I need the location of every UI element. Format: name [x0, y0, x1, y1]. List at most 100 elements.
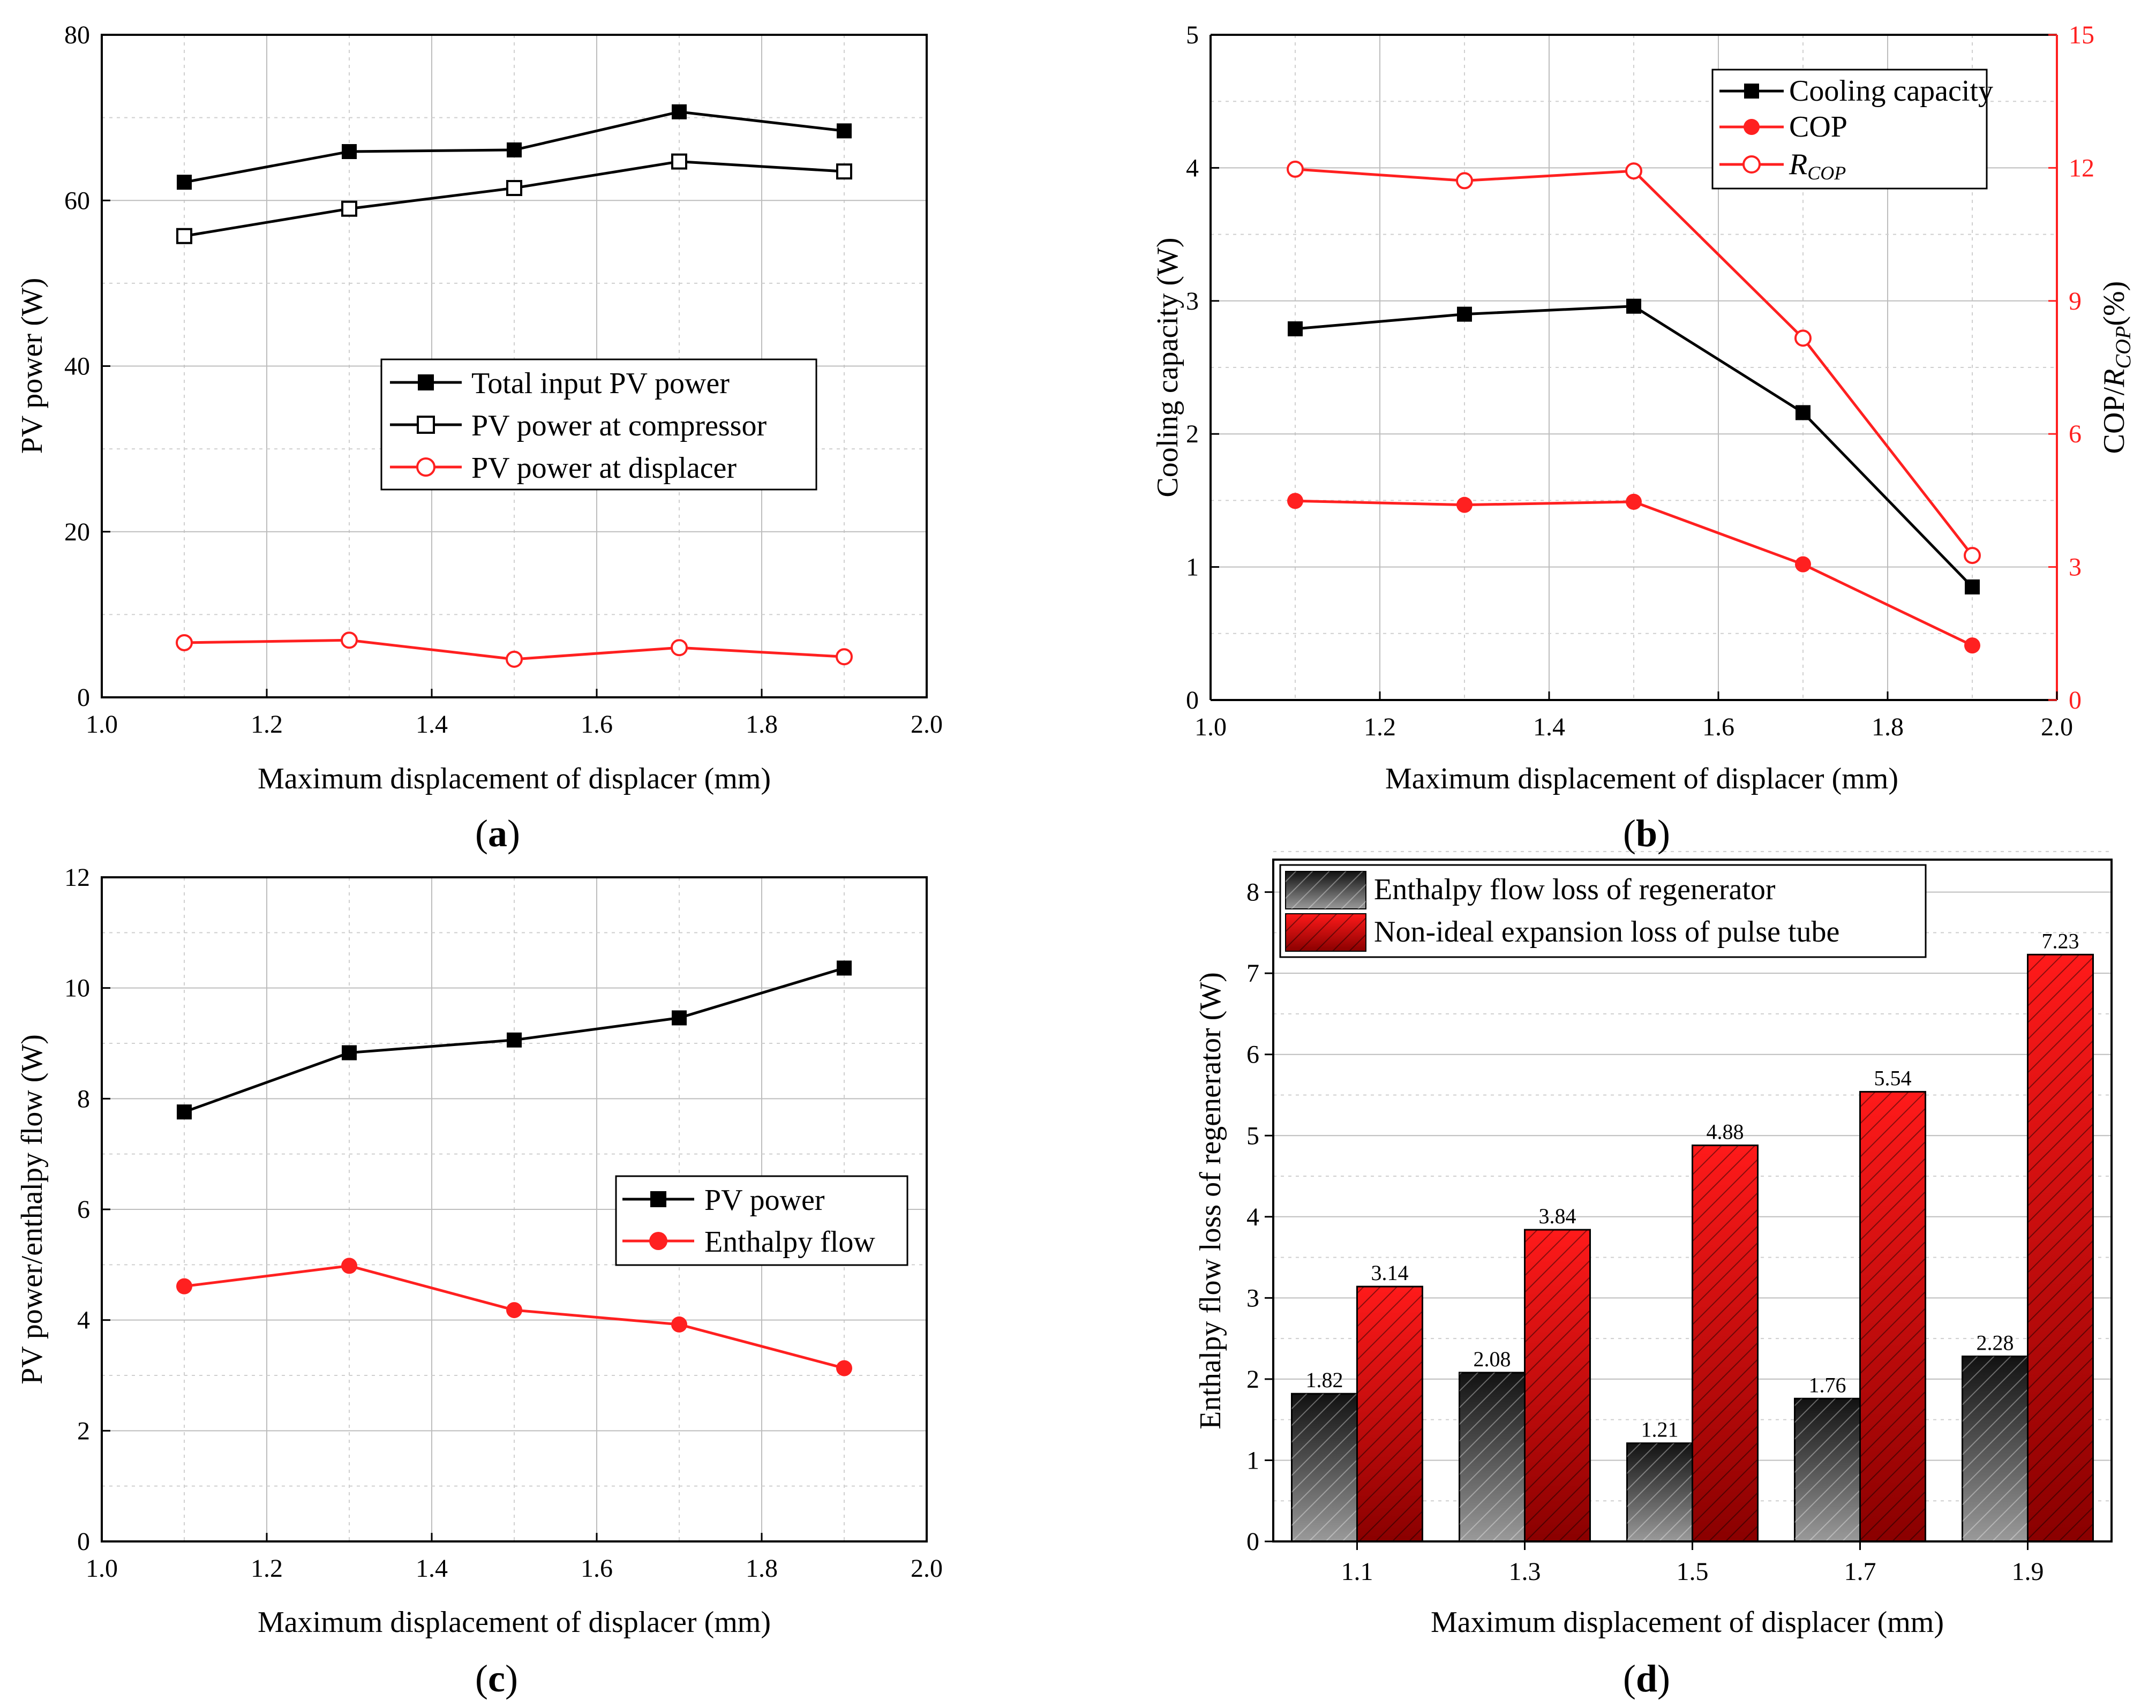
data-point-cop — [1626, 493, 1642, 510]
bars-d: 1.82 3.14 2.08 3.84 1.21 4.88 1.76 5.54 2.28 7.23 — [1291, 929, 2094, 1543]
y2-tick-label-b: 6 — [2069, 420, 2082, 448]
y-tick-label-d: 3 — [1246, 1284, 1259, 1312]
x-tick-label-c: 2.0 — [911, 1554, 943, 1583]
legend-marker-pv — [650, 1191, 666, 1207]
x-tick-label-c: 1.8 — [746, 1554, 778, 1583]
legend-text-pulse: Non-ideal expansion loss of pulse tube — [1374, 915, 1839, 949]
panel-label-c: (c) — [475, 1657, 518, 1700]
data-point-pv-power-at-displacer — [176, 634, 193, 651]
data-point-pv-power — [672, 1010, 687, 1026]
data-point-cop — [1964, 637, 1980, 654]
data-point-enthalpy-flow — [671, 1316, 687, 1333]
data-point-cooling-capacity — [1288, 321, 1303, 336]
legend-marker-cooling — [1744, 84, 1759, 99]
y2-tick-label-b: 3 — [2069, 553, 2082, 582]
bar-hatch-pulse — [2027, 954, 2093, 1541]
panel-label-d: (d) — [1623, 1657, 1670, 1700]
legend-marker-cop — [1744, 119, 1760, 135]
legend-d: Enthalpy flow loss of regenerator Non-id… — [1279, 864, 1927, 958]
x-tick-label-a: 1.8 — [746, 710, 778, 739]
bar-hatch-regen — [1627, 1443, 1693, 1541]
legend-hatch-pulse — [1286, 914, 1366, 951]
data-point-pv-power — [342, 1045, 357, 1060]
y2-axis-label-b: COP/RCOP(%) — [2098, 281, 2135, 454]
bar-hatch-regen — [1459, 1372, 1525, 1541]
data-point-pv-power-at-displacer — [506, 650, 523, 668]
data-point-cop — [1795, 556, 1811, 573]
x-tick-label-a: 1.0 — [86, 710, 118, 739]
panel-label-b: (b) — [1623, 812, 1670, 855]
y-tick-label-b: 0 — [1186, 686, 1199, 714]
y2-tick-label-b: 15 — [2069, 21, 2094, 49]
y-tick-label-a: 80 — [64, 21, 90, 49]
x-tick-label-d: 1.1 — [1341, 1557, 1373, 1586]
y2-tick-label-b: 0 — [2069, 686, 2082, 714]
data-point-r-cop — [1287, 160, 1304, 178]
bar-hatch-regen — [1291, 1394, 1357, 1541]
legend-marker-total-input — [418, 374, 434, 390]
y-axis-label-d: Enthalpy flow loss of regenerator (W) — [1194, 972, 1227, 1429]
bar-value-label-pulse: 3.84 — [1539, 1204, 1576, 1228]
legend-text-cooling: Cooling capacity — [1789, 74, 1993, 108]
data-point-r-cop — [1625, 162, 1642, 180]
x-tick-label-a: 1.6 — [581, 710, 613, 739]
data-point-pv-power-at-compressor — [671, 153, 687, 170]
tick-labels-c: 1.0 1.2 1.4 1.6 1.8 2.0 0 2 4 6 8 10 12 — [64, 863, 943, 1583]
data-point-pv-power-at-displacer — [671, 639, 688, 657]
data-point-cooling-capacity — [1457, 306, 1472, 322]
bar-hatch-pulse — [1357, 1286, 1423, 1541]
bar-value-label-regen: 1.82 — [1306, 1368, 1343, 1392]
x-tick-label-c: 1.6 — [581, 1554, 613, 1583]
legend-box-d — [1279, 864, 1927, 958]
data-point-pv-power-at-compressor — [506, 180, 522, 197]
y-tick-label-d: 2 — [1246, 1365, 1259, 1394]
x-tick-label-d: 1.7 — [1844, 1557, 1876, 1586]
data-point-cooling-capacity — [1796, 405, 1811, 420]
data-point-pv-power-at-compressor — [836, 163, 852, 180]
bar-value-label-regen: 1.21 — [1641, 1418, 1679, 1442]
legend-hatch-regen — [1286, 871, 1366, 909]
legend-c: PV power Enthalpy flow — [615, 1175, 908, 1266]
bar-value-label-regen: 2.08 — [1474, 1347, 1511, 1371]
y-tick-label-c: 10 — [64, 974, 90, 1003]
data-point-total-input-pv-power — [837, 123, 852, 139]
legend-text-pv: PV power — [704, 1184, 825, 1217]
legend-box-c — [615, 1175, 908, 1266]
x-tick-label-b: 1.2 — [1364, 713, 1396, 741]
bar-value-label-regen: 2.28 — [1977, 1330, 2014, 1355]
data-point-total-input-pv-power — [177, 175, 192, 190]
y-tick-label-a: 0 — [77, 683, 90, 712]
legend-marker-displacer — [416, 457, 435, 477]
data-point-pv-power-at-compressor — [176, 228, 192, 244]
x-axis-label-a: Maximum displacement of displacer (mm) — [258, 762, 771, 795]
y-tick-label-d: 6 — [1246, 1041, 1259, 1069]
data-point-pv-power — [507, 1032, 522, 1048]
data-point-cooling-capacity — [1626, 298, 1641, 314]
tick-labels-a: 1.0 1.2 1.4 1.6 1.8 2.0 0 20 40 60 80 — [64, 21, 943, 739]
bar-hatch-regen — [1794, 1398, 1860, 1541]
y-tick-label-d: 4 — [1246, 1203, 1259, 1231]
data-point-enthalpy-flow — [176, 1278, 192, 1295]
legend-marker-compressor — [417, 416, 435, 434]
y-tick-label-b: 4 — [1186, 154, 1199, 182]
tick-labels-d: 0 1 2 3 4 5 6 7 8 1.1 1.3 1.5 1.7 1.9 — [1246, 878, 2044, 1586]
legend-text-regen: Enthalpy flow loss of regenerator — [1374, 873, 1776, 906]
data-point-r-cop — [1456, 172, 1473, 190]
y-tick-label-c: 8 — [77, 1085, 90, 1113]
data-point-cop — [1456, 496, 1473, 513]
y-tick-label-c: 4 — [77, 1306, 90, 1335]
y-tick-label-c: 6 — [77, 1195, 90, 1224]
x-tick-label-b: 2.0 — [2041, 713, 2073, 741]
series-c — [176, 960, 852, 1376]
legend-text-displacer: PV power at displacer — [471, 452, 737, 485]
series-a — [176, 104, 853, 668]
x-axis-label-d: Maximum displacement of displacer (mm) — [1431, 1606, 1944, 1639]
series-b — [1287, 160, 1981, 654]
data-point-r-cop — [1964, 547, 1981, 565]
data-point-enthalpy-flow — [341, 1258, 357, 1274]
legend-marker-rcop — [1742, 155, 1761, 174]
legend-text-compressor: PV power at compressor — [471, 409, 767, 442]
y-tick-label-c: 2 — [77, 1417, 90, 1445]
data-point-total-input-pv-power — [507, 142, 522, 157]
